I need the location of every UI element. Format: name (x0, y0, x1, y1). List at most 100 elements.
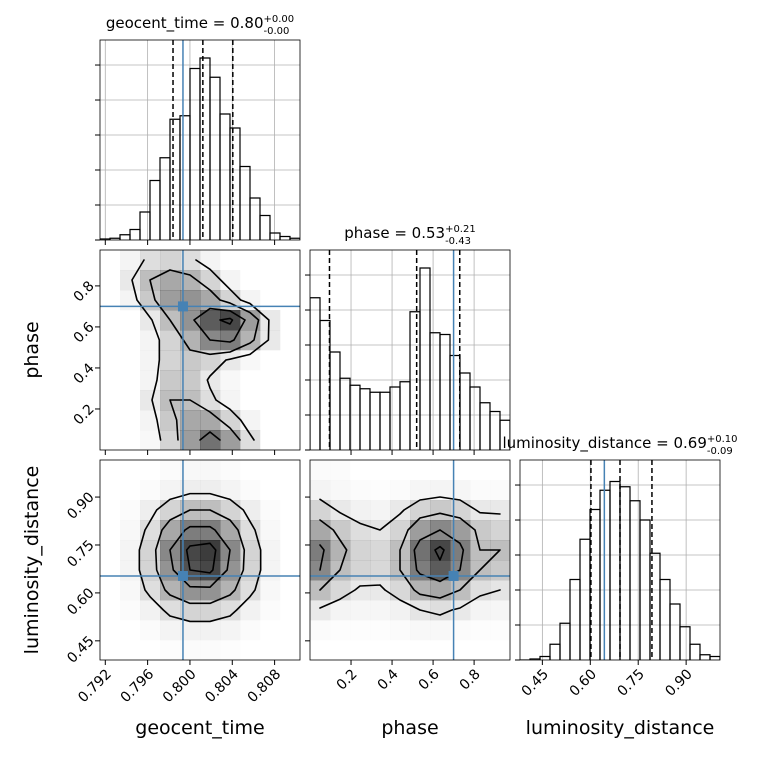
hist-bin (679, 626, 691, 660)
y-tick-label: 0.90 (64, 489, 97, 522)
density-cell (240, 620, 260, 640)
contour (319, 496, 501, 616)
density-cell (450, 520, 471, 541)
density-cell (240, 500, 261, 521)
hist-bin (149, 179, 161, 240)
density-cell (390, 600, 411, 621)
axes-frame (99, 39, 301, 241)
density-cell (350, 600, 370, 620)
x-tick-label: 0.8 (457, 666, 484, 693)
hist-bin (259, 214, 271, 240)
hist-bin (310, 297, 321, 450)
density-cell (120, 460, 140, 480)
density-cell (280, 390, 300, 410)
density-cell (370, 500, 391, 521)
density-cell (160, 600, 181, 621)
density-cell (240, 540, 261, 561)
density-cell (240, 290, 261, 311)
density-cell (430, 600, 451, 621)
hist-bin (569, 578, 581, 660)
density-cell (140, 310, 161, 331)
title-plus: +0.10 (707, 434, 738, 445)
density-cell (490, 480, 510, 500)
x-tick-label: 0.90 (662, 666, 695, 699)
density-cell (120, 330, 140, 350)
density-cell (410, 520, 431, 541)
density-cell (100, 640, 120, 660)
density-cell (280, 520, 300, 540)
plot-area (520, 460, 720, 660)
density-cell (410, 500, 431, 521)
hist-bin (499, 419, 510, 450)
hist-bin (169, 118, 181, 240)
density-cell (390, 620, 410, 640)
hist-bin (279, 235, 291, 240)
density-cell (140, 620, 160, 640)
hist-bin (179, 115, 191, 240)
density-cell (260, 250, 280, 270)
hist-bin (549, 643, 561, 660)
hist-bin (579, 538, 591, 660)
density-cell (140, 480, 160, 500)
contour (185, 542, 217, 574)
density-cell (260, 540, 281, 561)
density-cell (140, 520, 161, 541)
density-cell (200, 410, 221, 431)
density-cell (100, 390, 120, 410)
density-cell (120, 250, 141, 271)
hist-bin (559, 622, 571, 660)
density-cell (350, 560, 371, 581)
density-cell (280, 500, 300, 520)
density-cell (240, 250, 260, 270)
x-tick-label: 0.4 (375, 666, 402, 693)
density-cell (470, 640, 490, 660)
density-cell (120, 390, 140, 410)
density-cell (180, 410, 201, 431)
density-cell (160, 430, 181, 450)
hist-bin (479, 402, 491, 450)
y-axis-label: phase (21, 321, 43, 378)
hist-bin (339, 377, 351, 450)
hist-bin (389, 386, 401, 450)
density-cell (200, 390, 221, 411)
density-cell (220, 600, 241, 621)
hist-bin (349, 384, 361, 450)
title-plus: +0.21 (445, 224, 476, 235)
density-cell (390, 640, 410, 660)
density-cell (280, 430, 300, 450)
density-cell (280, 540, 300, 560)
hist-bin (369, 391, 381, 450)
hist-bin (199, 57, 211, 240)
density-cell (220, 330, 241, 351)
density-cell (330, 520, 351, 541)
density-cell (260, 270, 280, 290)
density-cell (160, 640, 180, 660)
density-cell (160, 480, 181, 501)
hist-bin (119, 234, 131, 240)
hist-bin (219, 113, 231, 240)
density-cell (140, 500, 161, 521)
x-tick-label: 0.808 (245, 666, 285, 706)
density-cell (240, 460, 260, 480)
density-cell (160, 270, 181, 291)
density-cell (220, 250, 240, 270)
density-cell (430, 620, 450, 640)
density-cell (240, 580, 261, 601)
density-cell (280, 270, 300, 290)
density-cell (430, 640, 450, 660)
density-cell (350, 500, 371, 521)
density-cell (180, 350, 201, 371)
hist-bin (209, 76, 221, 240)
density-cell (140, 640, 160, 660)
density-cell (220, 350, 241, 371)
hist-bin (689, 643, 701, 660)
contour (138, 492, 262, 623)
contour (169, 525, 231, 588)
density-cell (370, 480, 390, 500)
density-cell (100, 600, 120, 620)
y-tick-label: 0.8 (71, 278, 98, 305)
density-cell (310, 500, 331, 521)
density-cell (330, 580, 351, 601)
density-cell (280, 410, 300, 430)
density-cell (350, 480, 370, 500)
